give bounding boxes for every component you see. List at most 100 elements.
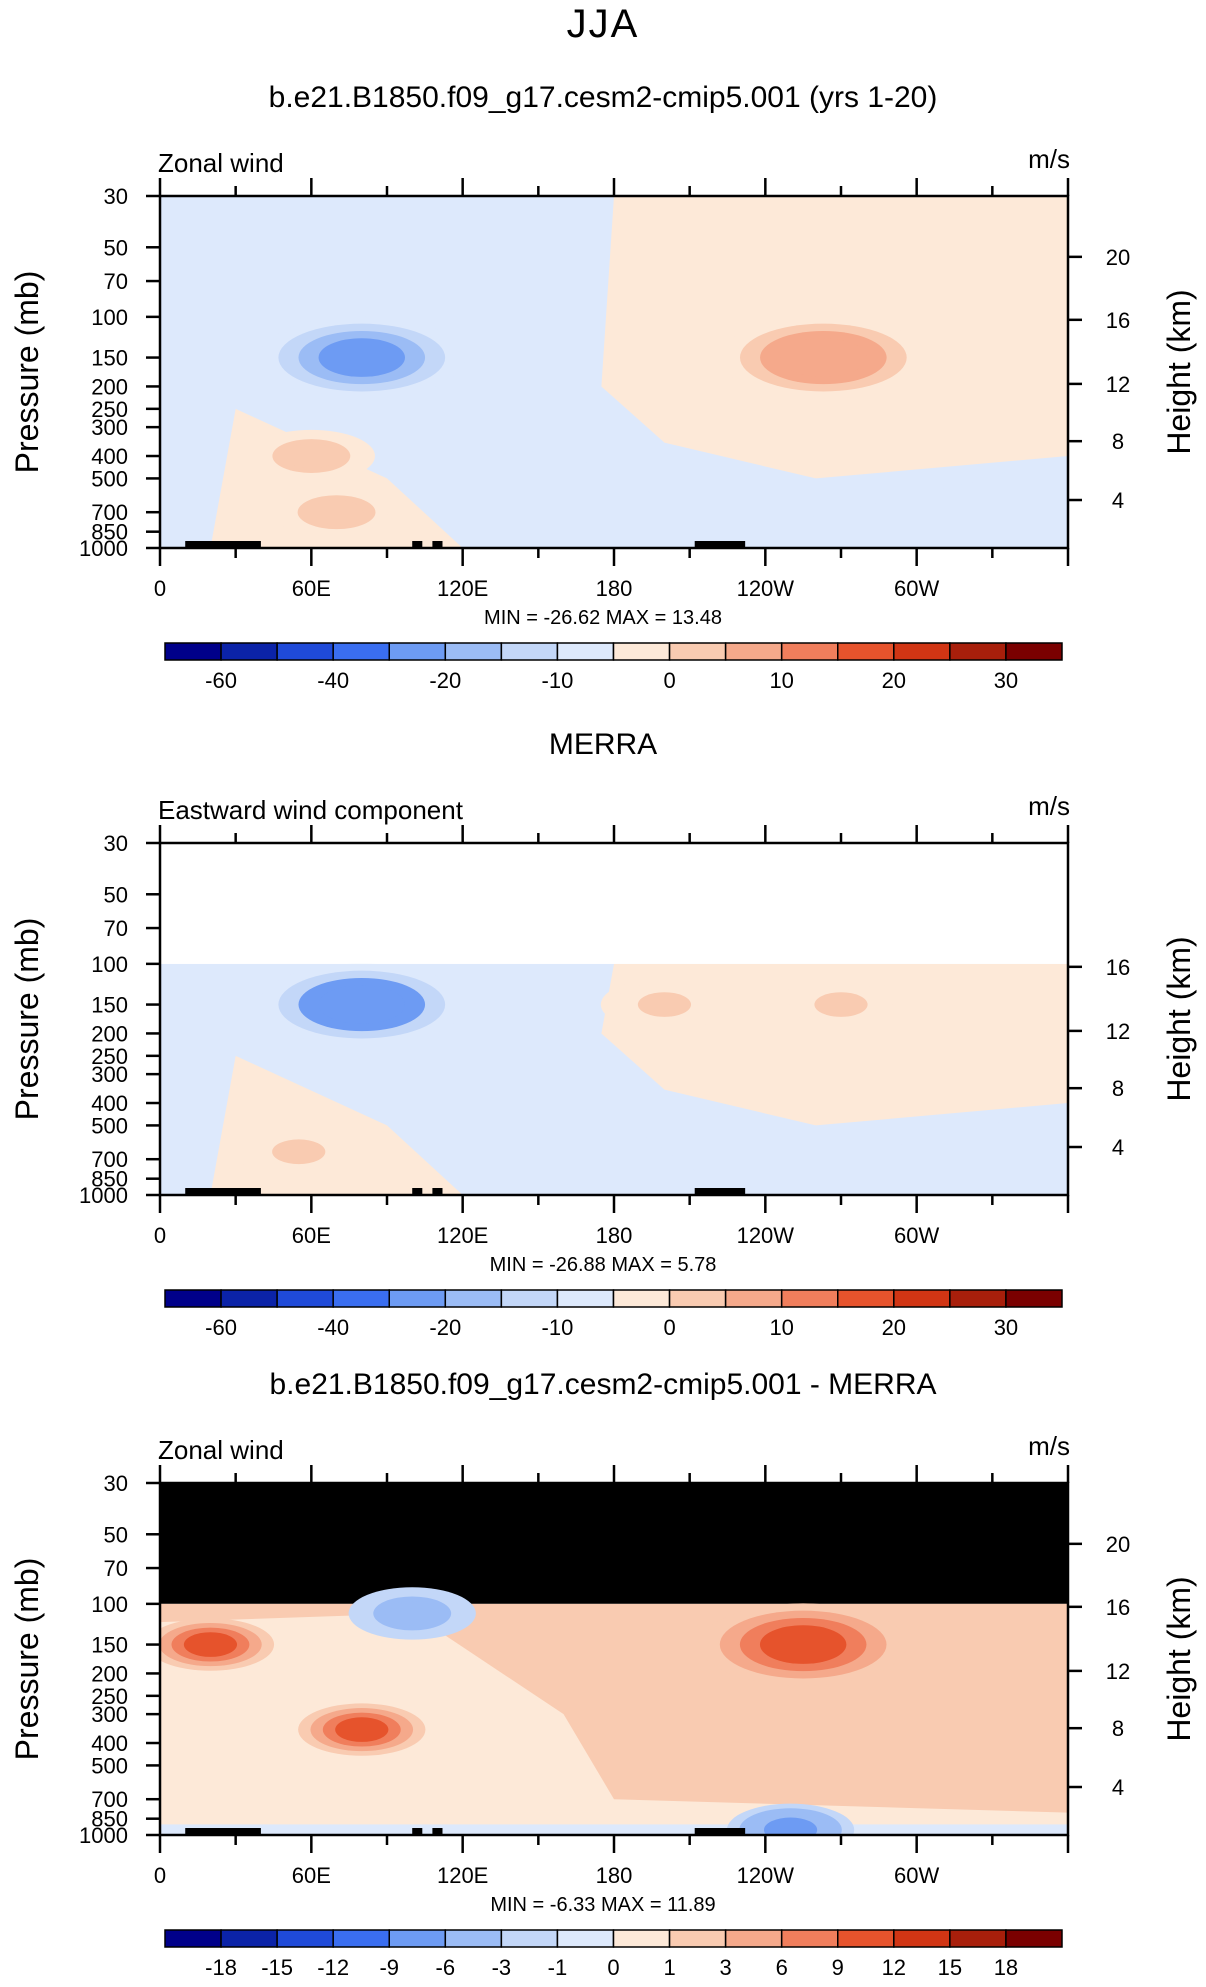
colorbar-swatch	[444, 1929, 503, 1948]
y-tick-label: 500	[91, 1113, 128, 1138]
colorbar-swatch	[612, 1929, 671, 1948]
y-tick-label: 150	[91, 346, 128, 371]
colorbar-label: 20	[882, 668, 906, 693]
colorbar-swatch	[164, 642, 222, 661]
y-tick-label: 700	[91, 1147, 128, 1172]
x-tick-label: 0	[154, 1223, 166, 1248]
units-label: m/s	[1028, 791, 1070, 821]
colorbar-label: -10	[542, 668, 574, 693]
contour-feature-3	[385, 1601, 439, 1626]
y-tick-label: 300	[91, 1702, 128, 1727]
y-tick-label: 250	[91, 1684, 128, 1709]
colorbar-label: -20	[429, 1315, 461, 1340]
topography	[185, 1188, 261, 1195]
x-tick-label: 180	[596, 1223, 633, 1248]
colorbar-swatch	[1005, 1929, 1063, 1948]
y-tick-label-right: 4	[1112, 488, 1124, 513]
colorbar-swatch	[276, 642, 334, 661]
contour-feature-2	[335, 1717, 389, 1742]
plot-area	[160, 196, 1068, 548]
y-tick-label: 30	[104, 1471, 128, 1496]
y-tick-label-right: 4	[1112, 1135, 1124, 1160]
colorbar-swatch	[612, 642, 671, 661]
x-tick-label: 0	[154, 576, 166, 601]
colorbar-swatch	[332, 1929, 390, 1948]
colorbar-label: 3	[720, 1955, 732, 1980]
colorbar-label: -9	[379, 1955, 399, 1980]
y-tick-label: 50	[104, 1522, 128, 1547]
y-tick-label-right: 8	[1112, 1076, 1124, 1101]
chart-panel-3: b.e21.B1850.f09_g17.cesm2-cmip5.001 - ME…	[9, 1368, 1197, 1980]
x-tick-label: 120W	[737, 1863, 795, 1888]
colorbar-label: -3	[492, 1955, 512, 1980]
colorbar-swatch	[724, 1289, 783, 1308]
min-max-stats: MIN = -26.62 MAX = 13.48	[484, 607, 722, 629]
y-tick-label: 150	[91, 1633, 128, 1658]
min-max-stats: MIN = -26.88 MAX = 5.78	[490, 1254, 717, 1276]
x-tick-label: 120E	[437, 1223, 488, 1248]
colorbar-swatch	[276, 1929, 334, 1948]
y-axis-label: Pressure (mb)	[9, 1558, 45, 1761]
contour-feature-2	[284, 443, 338, 469]
colorbar-swatch	[1005, 1289, 1063, 1308]
y-tick-label: 400	[91, 1091, 128, 1116]
colorbar-label: -12	[317, 1955, 349, 1980]
x-tick-label: 180	[596, 576, 633, 601]
x-tick-label: 60E	[292, 1223, 331, 1248]
y-tick-label-right: 16	[1106, 308, 1130, 333]
topography	[185, 541, 261, 548]
colorbar-swatch	[332, 1289, 390, 1308]
x-tick-label: 60E	[292, 1863, 331, 1888]
colorbar-swatch	[388, 1929, 447, 1948]
y-tick-label-right: 16	[1106, 955, 1130, 980]
y-tick-label-right: 12	[1106, 1659, 1130, 1684]
chart-panel-2: MERRA Eastward wind component m/s 0 60E 120E 1…	[9, 728, 1197, 1340]
contour-band	[160, 1613, 1068, 1835]
colorbar-swatch	[780, 642, 839, 661]
y-tick-label: 30	[104, 184, 128, 209]
x-tick-label: 120W	[737, 1223, 795, 1248]
y-axis-label: Pressure (mb)	[9, 918, 45, 1121]
colorbar-label: 1	[663, 1955, 675, 1980]
y-tick-label: 1000	[79, 1183, 128, 1208]
min-max-stats: MIN = -6.33 MAX = 11.89	[490, 1894, 715, 1916]
y-tick-label-right: 12	[1106, 372, 1130, 397]
y-tick-label: 400	[91, 444, 128, 469]
y-tick-label: 850	[91, 1807, 128, 1832]
y-tick-label: 1000	[79, 536, 128, 561]
y-tick-label-right: 20	[1106, 1532, 1130, 1557]
units-label: m/s	[1028, 144, 1070, 174]
y-tick-label: 850	[91, 1167, 128, 1192]
topography	[432, 1188, 443, 1195]
y-tick-label: 700	[91, 1787, 128, 1812]
topography	[185, 1828, 261, 1835]
x-tick-label: 60W	[894, 576, 939, 601]
topography	[412, 1828, 423, 1835]
y-axis-label: Pressure (mb)	[9, 271, 45, 474]
y-tick-label: 100	[91, 952, 128, 977]
contour-feature-1	[637, 992, 692, 1017]
contour-feature-1	[759, 1625, 847, 1664]
colorbar-swatch	[220, 1929, 278, 1948]
y-tick-label-right: 8	[1112, 1716, 1124, 1741]
chart-title: b.e21.B1850.f09_g17.cesm2-cmip5.001 - ME…	[269, 1368, 936, 1401]
topography	[694, 1188, 746, 1195]
colorbar-swatch	[724, 642, 783, 661]
colorbar-swatch	[388, 1289, 447, 1308]
x-tick-label: 60W	[894, 1863, 939, 1888]
colorbar-label: 10	[769, 1315, 793, 1340]
colorbar-label: -40	[317, 668, 349, 693]
colorbar-label: 9	[832, 1955, 844, 1980]
contour-feature-0	[318, 985, 406, 1024]
contour-band	[160, 1824, 1068, 1835]
colorbar-label: 20	[882, 1315, 906, 1340]
y-tick-label: 100	[91, 305, 128, 330]
y-tick-label-right: 12	[1106, 1019, 1130, 1044]
contour-feature-3	[272, 1139, 326, 1165]
colorbar-swatch	[500, 1289, 559, 1308]
colorbar-label: 0	[663, 1315, 675, 1340]
colorbar-label: -60	[205, 668, 237, 693]
variable-label: Zonal wind	[158, 1435, 284, 1465]
y-tick-label: 50	[104, 882, 128, 907]
topography	[412, 541, 423, 548]
